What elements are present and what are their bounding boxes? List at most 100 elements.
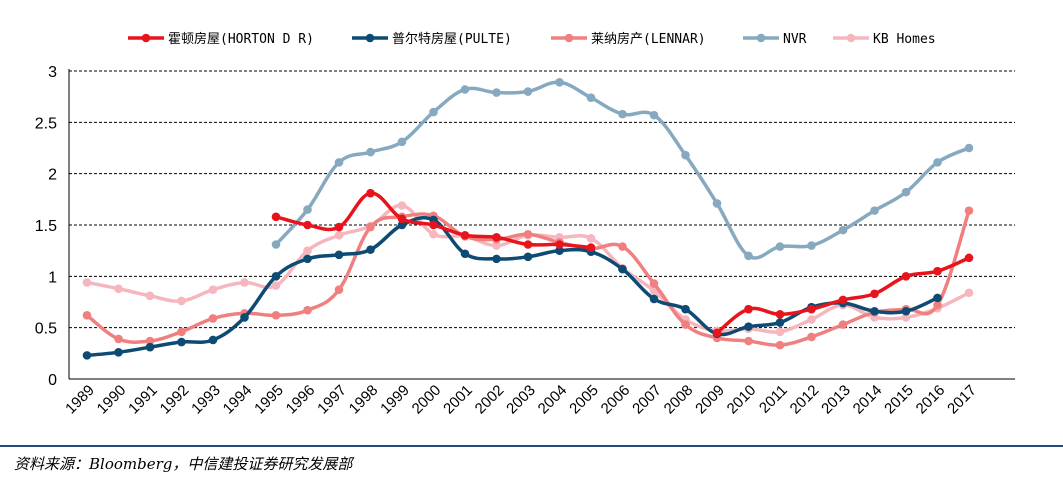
data-point <box>964 253 974 263</box>
data-point <box>933 300 942 310</box>
data-point <box>492 241 501 250</box>
data-point <box>712 199 722 208</box>
data-point <box>492 254 501 264</box>
data-point <box>649 279 659 288</box>
x-tick-label: 1997 <box>314 382 350 418</box>
data-point <box>681 150 690 160</box>
data-point <box>964 143 974 153</box>
data-point <box>114 334 123 344</box>
x-tick-label: 2011 <box>756 382 791 417</box>
legend-swatch-marker <box>365 33 375 43</box>
x-tick-label: 2002 <box>472 382 508 418</box>
data-point <box>334 230 344 240</box>
data-point <box>145 342 155 352</box>
data-point <box>901 272 911 281</box>
data-point <box>271 272 281 281</box>
data-point <box>114 284 123 293</box>
data-point <box>366 245 375 254</box>
data-point <box>460 230 470 240</box>
data-point <box>366 222 375 232</box>
data-point <box>82 311 92 320</box>
data-point <box>271 311 281 320</box>
data-point <box>744 322 753 331</box>
data-point <box>807 304 816 314</box>
data-point <box>397 137 407 147</box>
data-point <box>240 313 249 322</box>
data-point <box>82 351 92 360</box>
series-3 <box>271 77 974 261</box>
data-point <box>964 288 974 298</box>
legend-item: KB Homes <box>833 32 936 47</box>
data-point <box>429 107 438 117</box>
data-point <box>492 88 501 97</box>
data-point <box>334 158 344 167</box>
data-point <box>82 278 92 287</box>
data-point <box>964 206 974 215</box>
data-point <box>177 337 186 347</box>
y-tick-label: 2.5 <box>35 115 57 132</box>
data-point <box>397 201 407 210</box>
series-lines <box>82 77 974 360</box>
data-point <box>460 85 470 94</box>
data-point <box>523 87 533 96</box>
series-0 <box>271 188 974 338</box>
series-1 <box>82 215 942 360</box>
y-tick-label: 0 <box>48 372 57 389</box>
x-tick-label: 1990 <box>94 382 130 418</box>
data-point <box>145 291 155 301</box>
data-point <box>901 187 911 197</box>
x-tick-label: 2006 <box>598 382 634 418</box>
data-point <box>744 336 753 346</box>
data-point <box>618 264 627 274</box>
x-tick-label: 1998 <box>346 382 382 418</box>
data-point <box>901 313 911 322</box>
legend-label: KB Homes <box>873 32 936 47</box>
x-tick-label: 2013 <box>818 382 854 418</box>
legend-swatch-marker <box>846 33 856 43</box>
data-point <box>303 246 312 255</box>
data-point <box>586 234 596 243</box>
data-point <box>208 285 218 294</box>
data-point <box>870 306 879 316</box>
data-point <box>555 240 564 249</box>
legend-label: 莱纳房产(LENNAR) <box>591 31 706 47</box>
series-line <box>274 80 971 260</box>
data-point <box>901 306 911 316</box>
data-point <box>177 327 186 337</box>
data-point <box>208 314 218 323</box>
data-point <box>775 242 785 251</box>
data-point <box>303 305 312 315</box>
x-tick-label: 2014 <box>850 382 886 418</box>
y-tick-label: 3 <box>48 64 57 81</box>
legend-item: 霍顿房屋(HORTON D R) <box>128 31 314 47</box>
data-point <box>303 205 312 214</box>
data-point <box>208 335 218 345</box>
x-tick-label: 1994 <box>220 382 256 418</box>
x-tick-label: 2016 <box>913 382 949 418</box>
axes: 00.511.522.53198919901991199219931994199… <box>35 64 1015 417</box>
source-note: 资料来源：Bloomberg，中信建投证券研究发展部 <box>14 455 353 473</box>
x-tick-label: 1999 <box>377 382 413 418</box>
data-point <box>303 220 312 230</box>
data-point <box>177 296 186 306</box>
data-point <box>775 318 785 327</box>
data-point <box>744 251 753 261</box>
data-point <box>838 320 848 329</box>
data-point <box>870 206 879 215</box>
data-point <box>618 242 627 251</box>
data-point <box>460 249 470 259</box>
data-point <box>397 220 407 230</box>
x-tick-label: 1995 <box>251 382 287 418</box>
data-point <box>555 246 564 255</box>
x-tick-label: 2000 <box>409 382 445 418</box>
data-point <box>397 214 407 224</box>
data-point <box>271 212 281 222</box>
data-point <box>303 254 312 264</box>
x-tick-label: 2005 <box>566 382 602 418</box>
series-line <box>85 203 971 334</box>
y-tick-label: 1 <box>48 269 57 286</box>
data-point <box>807 241 816 250</box>
data-point <box>240 278 249 287</box>
legend-swatch-marker <box>564 33 574 43</box>
